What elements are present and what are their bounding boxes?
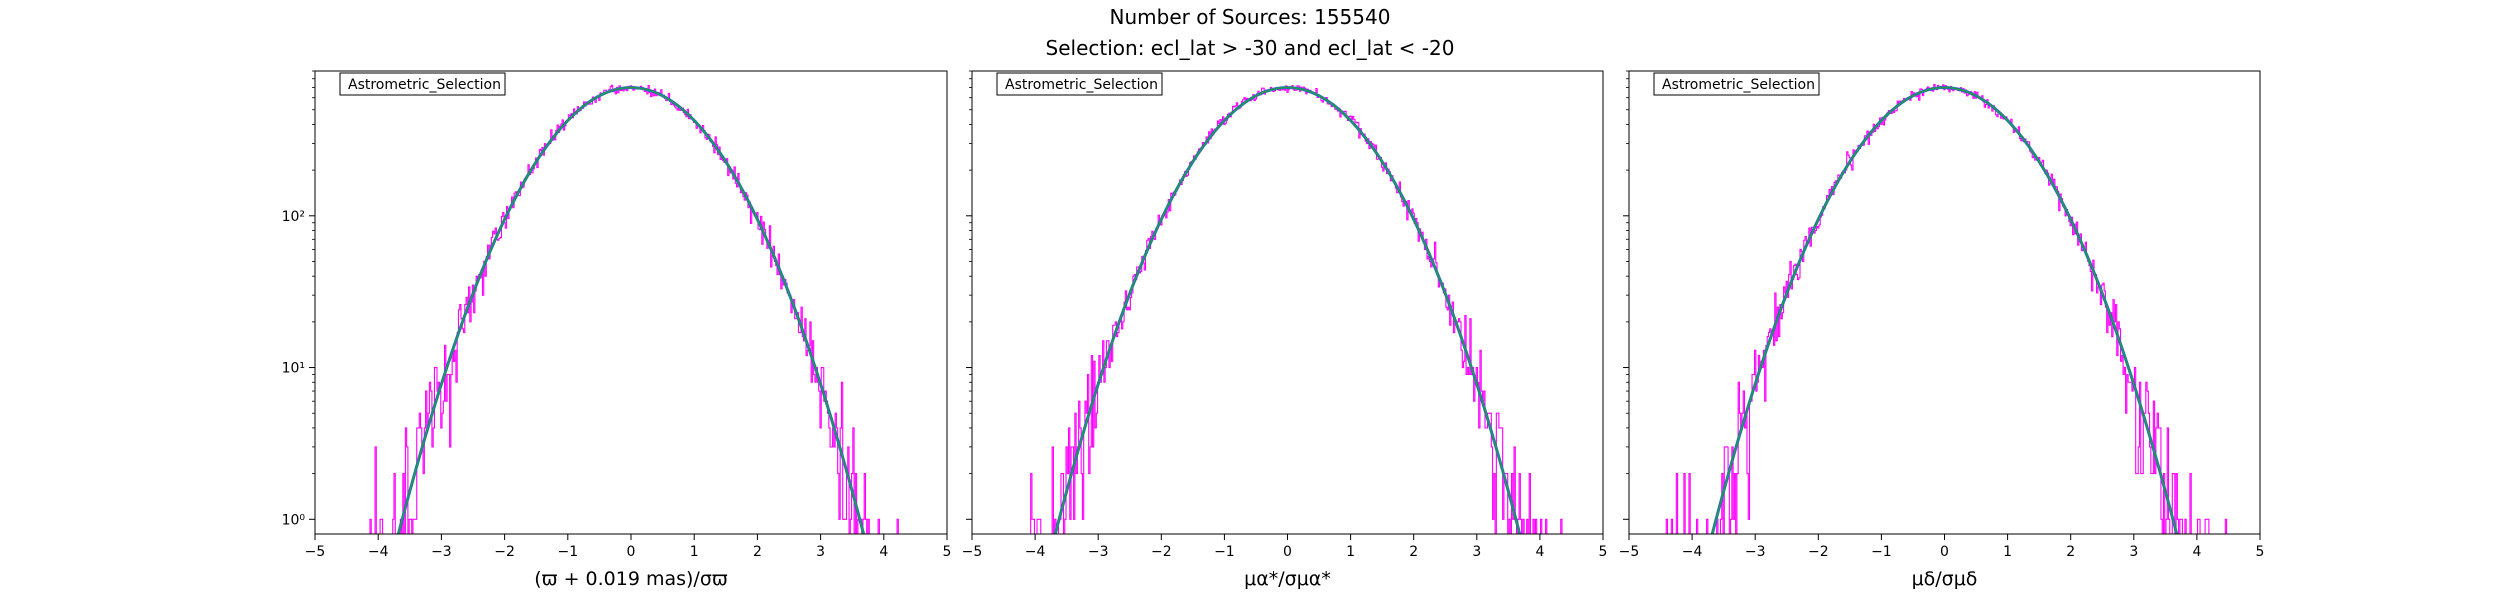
x-tick-label: −5 [305,544,326,560]
x-tick-label: 1 [690,544,699,560]
x-tick-label: −2 [1808,544,1829,560]
axes-frame [1628,70,2261,535]
figure-title-line2: Selection: ecl_lat > -30 and ecl_lat < -… [1046,36,1455,60]
x-tick-label: −4 [1025,544,1046,560]
legend-label: Astrometric_Selection [348,77,501,93]
legend: Astrometric_Selection [339,72,506,96]
x-tick-label: 0 [1940,544,1949,560]
x-tick-label: 4 [1535,544,1544,560]
x-tick-label: 2 [1409,544,1418,560]
axes-frame [971,70,1604,535]
plot-area [369,84,899,534]
x-tick-label: −2 [494,544,515,560]
y-tick-label: 10¹ [282,361,305,377]
legend: Astrometric_Selection [1653,72,1820,96]
x-tick-label: 1 [2003,544,2012,560]
legend-box [339,72,506,96]
legend-label: Astrometric_Selection [1662,77,1815,93]
x-tick-label: −4 [1682,544,1703,560]
y-tick-label: 10² [282,209,305,225]
x-tick-label: 5 [943,544,952,560]
x-tick-label: −1 [557,544,578,560]
gaussian-fit-line [1710,86,2179,534]
panel-parallax: −5 −4 −3 −2 −1 0 1 2 3 4 5 10⁰ 10¹ 10² (ϖ + 0.019 mas)… [282,70,952,590]
x-tick-label: 5 [2256,544,2265,560]
x-tick-label: 3 [816,544,825,560]
legend-label: Astrometric_Selection [1005,77,1158,93]
gaussian-fit-line [1053,86,1522,534]
gaussian-fit-line-inner [397,87,865,534]
x-tick-label: −3 [1088,544,1109,560]
axes-frame [314,70,948,535]
x-tick-label: 2 [2066,544,2075,560]
x-tick-label: 2 [753,544,762,560]
x-tick-label: −5 [1619,544,1640,560]
x-tick-label: −3 [1745,544,1766,560]
x-tick-label: −4 [368,544,389,560]
gaussian-fit-line-inner [1711,87,2178,534]
gaussian-fit-line-inner [1054,87,1521,534]
histogram-step-line [1665,83,2228,534]
panel-pmdec: −5 −4 −3 −2 −1 0 1 2 3 4 5 μδ/σμδ Astrometric_Select… [1619,70,2265,590]
x-tick-label: 4 [2192,544,2201,560]
plot-area [1665,83,2228,534]
gaussian-fit-line [396,86,866,534]
histogram-step-line [369,84,899,534]
x-tick-label: 1 [1346,544,1355,560]
x-tick-label: −1 [1214,544,1235,560]
panel-pmra: −5 −4 −3 −2 −1 0 1 2 3 4 5 μα*/σμα* Astrometric_Sele… [962,70,1608,590]
x-tick-label: −3 [431,544,452,560]
figure-title-line1: Number of Sources: 155540 [1110,5,1391,29]
x-tick-label: 5 [1599,544,1608,560]
x-tick-label: 3 [2129,544,2138,560]
x-tick-label: 0 [1283,544,1292,560]
x-tick-label: 0 [627,544,636,560]
legend: Astrometric_Selection [996,72,1163,96]
histogram-step-line [1030,85,1563,534]
x-axis-label: (ϖ + 0.019 mas)/σϖ [534,568,728,590]
x-tick-label: −5 [962,544,983,560]
legend-box [1653,72,1820,96]
x-tick-label: −2 [1151,544,1172,560]
x-axis-label: μδ/σμδ [1912,568,1978,590]
x-tick-label: −1 [1871,544,1892,560]
y-tick-label: 10⁰ [282,512,306,528]
legend-box [996,72,1163,96]
plot-area [1030,85,1563,534]
x-axis-label: μα*/σμα* [1244,568,1331,590]
x-tick-label: 3 [1472,544,1481,560]
x-tick-label: 4 [879,544,888,560]
